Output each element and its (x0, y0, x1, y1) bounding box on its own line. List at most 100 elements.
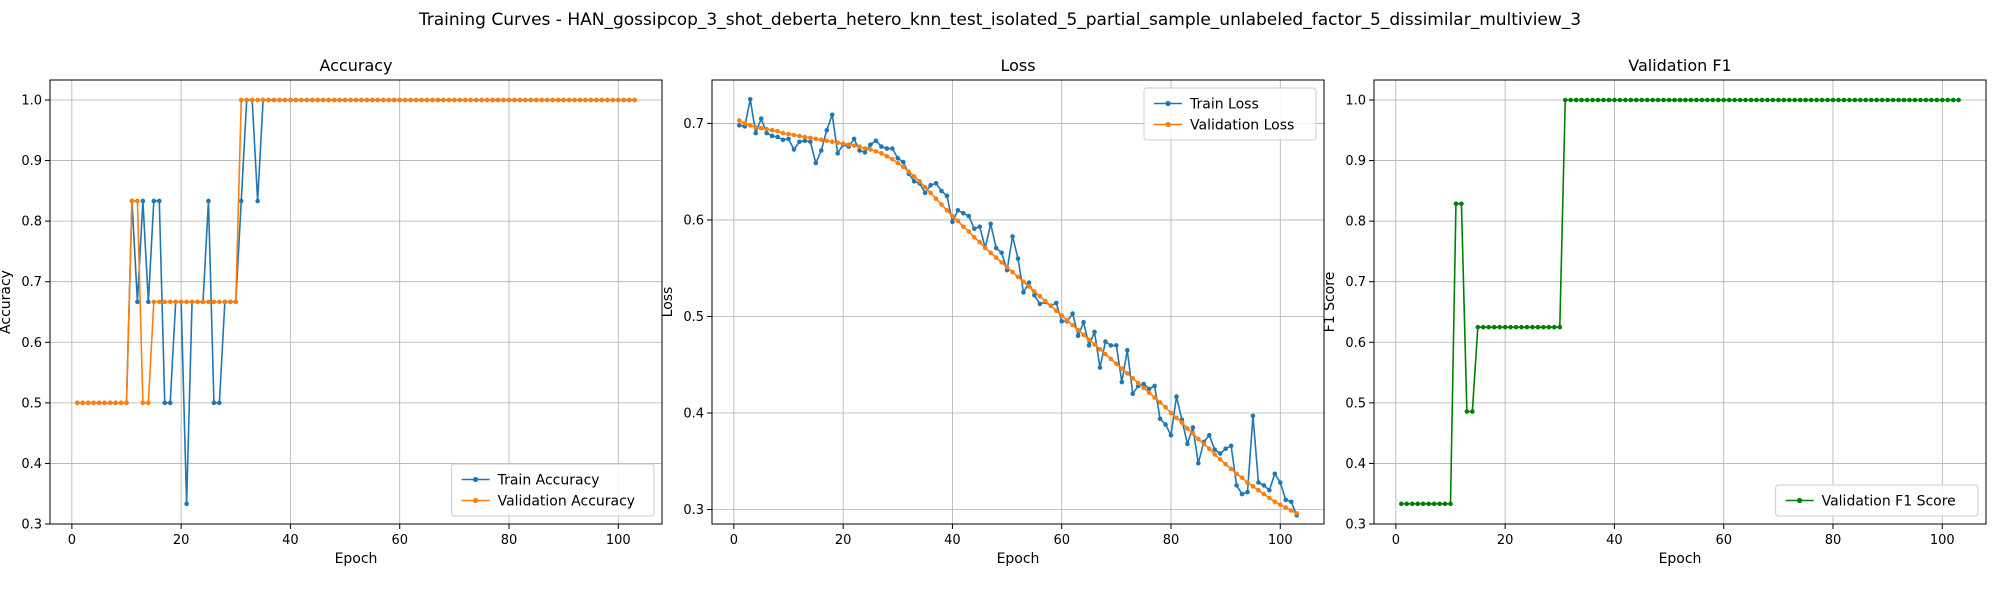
data-point-train (255, 198, 260, 204)
x-tick-label: 60 (391, 533, 408, 548)
data-point-train (1141, 381, 1146, 387)
data-point-train (1277, 480, 1283, 485)
x-tick-label: 0 (68, 533, 76, 548)
data-point-f1 (1524, 324, 1530, 330)
data-point-validation (271, 97, 277, 103)
data-point-validation (1277, 502, 1283, 508)
data-point-train (900, 159, 906, 165)
data-point-validation (342, 97, 348, 103)
data-point-validation (1201, 441, 1207, 447)
data-point-f1 (1721, 97, 1727, 103)
data-point-validation (1163, 404, 1168, 410)
data-point-f1 (1579, 97, 1584, 103)
chart-title: Loss (1000, 56, 1035, 75)
legend: Train Loss Validation Loss (1143, 87, 1317, 141)
legend-swatch-marker (473, 497, 479, 504)
chart-title: Validation F1 (1628, 56, 1731, 75)
data-point-validation (85, 400, 91, 406)
data-point-validation (1239, 475, 1245, 480)
data-point-f1 (1655, 97, 1661, 103)
data-point-validation (381, 97, 386, 103)
data-point-validation (479, 97, 484, 103)
data-point-validation (780, 130, 786, 136)
data-point-validation (468, 97, 474, 103)
data-point-validation (129, 198, 135, 204)
data-point-f1 (1661, 97, 1666, 103)
data-point-validation (1228, 466, 1234, 472)
y-tick-label: 0.5 (683, 310, 704, 325)
y-tick-label: 0.5 (21, 396, 42, 411)
x-axis-label: Epoch (335, 551, 378, 567)
y-axis-label: F1 Score (1322, 272, 1338, 333)
x-axis-label: Epoch (997, 551, 1040, 567)
data-point-train (955, 208, 961, 213)
data-point-validation (588, 97, 594, 103)
chart-panel-2: 0 20 40 60 80 100 0.3 0.4 0.5 0.6 0.7 Loss Epoch Loss… (660, 56, 1325, 567)
data-point-validation (1015, 274, 1021, 280)
data-point-validation (1190, 430, 1196, 436)
data-point-validation (610, 97, 616, 103)
data-point-f1 (1415, 501, 1421, 507)
data-point-validation (233, 299, 239, 305)
y-tick-label: 0.6 (683, 213, 704, 228)
x-tick-label: 60 (1715, 533, 1732, 548)
data-point-train (1059, 319, 1065, 324)
data-point-train (1163, 422, 1168, 427)
data-point-f1 (1868, 97, 1874, 103)
data-point-train (747, 97, 753, 102)
data-point-train (977, 224, 983, 230)
data-point-f1 (1841, 97, 1847, 103)
data-point-validation (911, 174, 917, 179)
data-point-f1 (1732, 97, 1737, 103)
y-axis-label: Loss (660, 287, 676, 318)
data-point-validation (944, 208, 950, 213)
data-point-validation (1196, 436, 1201, 442)
x-tick-label: 100 (1268, 533, 1293, 548)
data-point-train (808, 139, 813, 145)
data-point-train (857, 148, 862, 153)
data-point-f1 (1792, 97, 1798, 103)
y-tick-label: 1.0 (1345, 93, 1366, 108)
data-point-validation (605, 97, 610, 103)
data-point-validation (75, 400, 80, 406)
y-tick-label: 0.8 (1345, 215, 1366, 230)
data-point-f1 (1776, 97, 1781, 103)
data-point-f1 (1672, 97, 1677, 103)
data-point-train (151, 198, 157, 204)
data-point-validation (1174, 415, 1179, 421)
data-point-f1 (1502, 324, 1508, 330)
data-point-train (758, 116, 764, 121)
data-point-validation (873, 149, 879, 154)
data-point-train (1261, 483, 1267, 488)
data-point-validation (1267, 495, 1272, 501)
data-point-validation (359, 97, 364, 103)
data-point-train (961, 210, 966, 216)
data-point-f1 (1945, 97, 1951, 103)
data-point-validation (206, 299, 211, 305)
data-point-f1 (1934, 97, 1940, 103)
data-point-validation (737, 118, 742, 123)
data-point-validation (124, 400, 129, 406)
data-point-train (1223, 446, 1228, 452)
legend-label: Train Loss (1189, 97, 1259, 113)
data-point-validation (140, 400, 146, 406)
data-point-train (1174, 394, 1179, 399)
data-point-validation (1283, 505, 1289, 510)
data-point-f1 (1885, 97, 1890, 103)
figure-title: Training Curves - HAN_gossipcop_3_shot_d… (418, 10, 1581, 30)
data-point-validation (1010, 269, 1015, 275)
x-tick-label: 20 (173, 533, 190, 548)
data-point-f1 (1453, 201, 1459, 207)
data-point-validation (1097, 347, 1103, 352)
data-point-validation (195, 299, 200, 305)
y-tick-label: 0.4 (21, 457, 42, 472)
data-point-validation (408, 97, 413, 103)
x-tick-label: 20 (1497, 533, 1514, 548)
data-point-f1 (1584, 97, 1590, 103)
data-point-train (988, 221, 993, 227)
data-point-validation (441, 97, 446, 103)
data-point-validation (769, 127, 775, 133)
legend: Validation F1 Score (1775, 484, 1979, 517)
x-tick-label: 40 (282, 533, 299, 548)
